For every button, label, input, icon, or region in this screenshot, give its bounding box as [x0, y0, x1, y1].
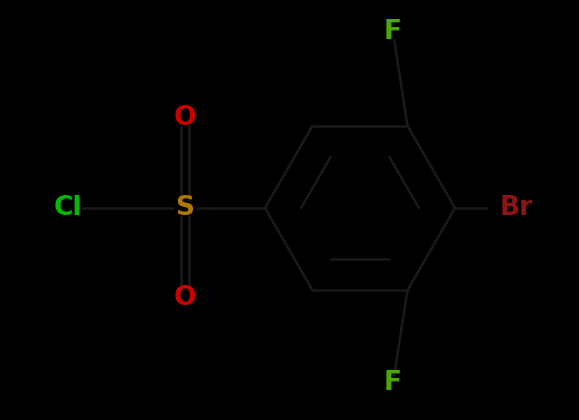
Text: Br: Br: [500, 195, 533, 221]
Text: F: F: [384, 370, 402, 396]
Text: O: O: [174, 285, 196, 311]
Text: S: S: [175, 195, 195, 221]
Text: F: F: [384, 19, 402, 45]
Text: Cl: Cl: [54, 195, 82, 221]
Text: O: O: [174, 105, 196, 131]
